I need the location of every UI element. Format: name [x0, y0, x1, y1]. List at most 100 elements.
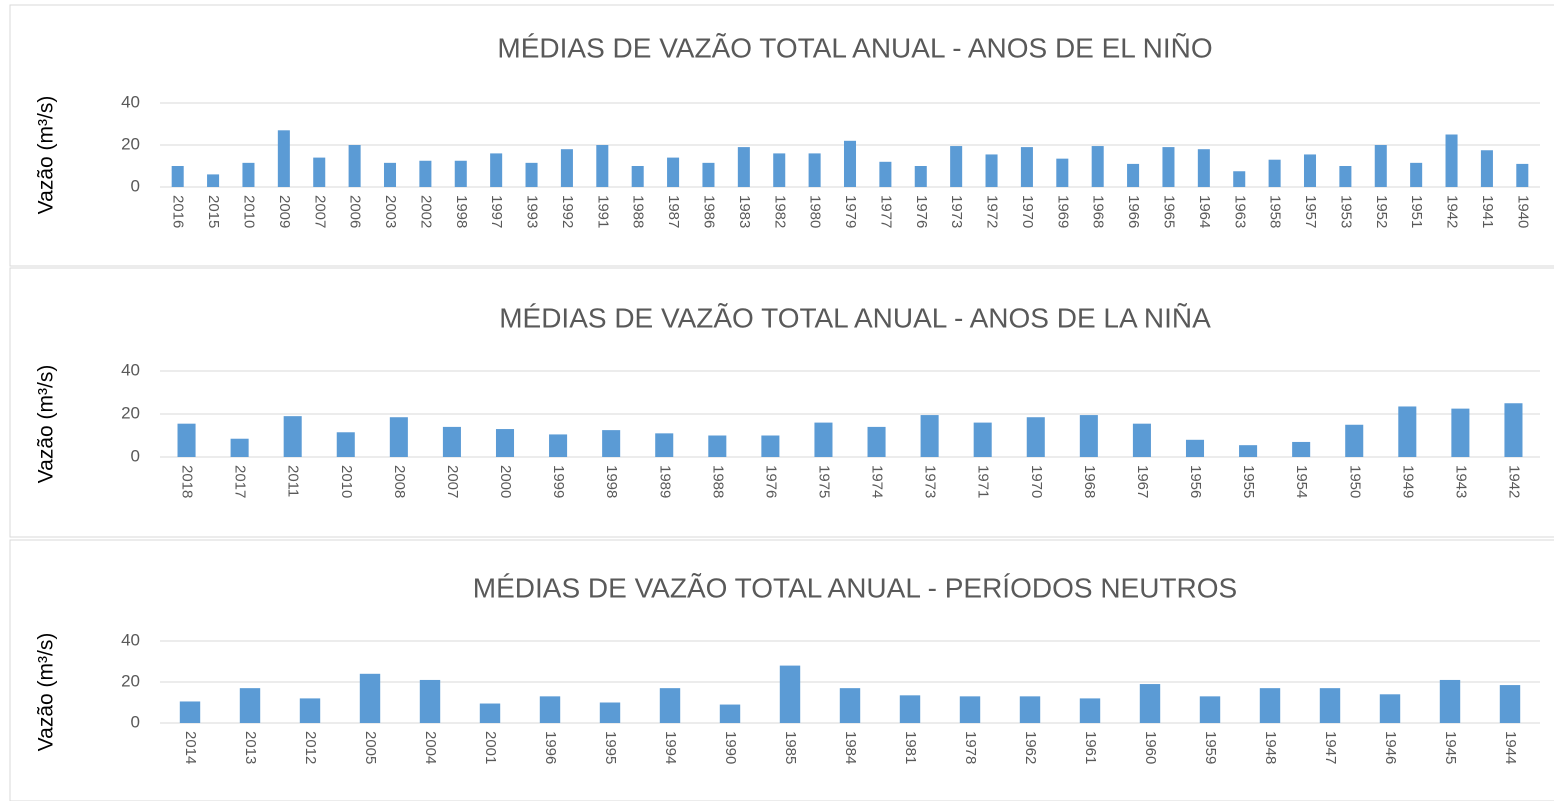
bar: [283, 416, 302, 457]
x-tick-label: 1987: [665, 195, 682, 228]
bar: [779, 665, 801, 723]
x-tick-label: 1986: [700, 195, 717, 228]
x-tick-label: 1940: [1514, 195, 1531, 228]
x-tick-label: 1971: [975, 465, 992, 498]
x-tick-label: 1984: [842, 731, 859, 764]
bar: [479, 703, 501, 723]
bar: [389, 417, 408, 457]
x-tick-label: 2011: [285, 465, 302, 497]
bar: [1139, 684, 1161, 723]
x-tick-label: 1963: [1231, 195, 1248, 228]
y-axis-label: Vazão (m³/s): [35, 365, 58, 484]
x-tick-label: 1968: [1090, 195, 1107, 228]
bar: [702, 162, 715, 187]
bar: [442, 426, 461, 457]
x-tick-label: 2005: [362, 731, 379, 764]
bar: [814, 422, 833, 457]
y-tick-label: 20: [121, 671, 140, 690]
x-tick-label: 2010: [338, 465, 355, 498]
x-tick-label: 1954: [1293, 465, 1310, 498]
bar: [230, 438, 249, 457]
x-tick-label: 2014: [182, 731, 199, 764]
x-tick-label: 2009: [276, 195, 293, 228]
x-tick-label: 1944: [1502, 731, 1519, 764]
chart-frame: [9, 4, 1554, 267]
x-tick-label: 1992: [559, 195, 576, 228]
bar: [761, 435, 780, 457]
bar: [950, 146, 963, 187]
bar: [539, 696, 561, 723]
bar: [207, 174, 220, 187]
x-tick-label: 1988: [709, 465, 726, 498]
x-tick-label: 1975: [815, 465, 832, 498]
x-tick-label: 1942: [1505, 465, 1522, 498]
y-tick-label: 0: [131, 712, 140, 731]
x-tick-label: 1972: [984, 195, 1001, 228]
bar: [299, 698, 321, 723]
x-tick-label: 1947: [1322, 731, 1339, 764]
bar: [737, 147, 750, 187]
bar: [843, 140, 857, 187]
x-tick-label: 2013: [242, 731, 259, 764]
x-tick-label: 1995: [602, 731, 619, 764]
x-tick-label: 1956: [1187, 465, 1204, 498]
x-tick-label: 1973: [948, 195, 965, 228]
x-tick-label: 2002: [417, 195, 434, 228]
x-tick-label: 1950: [1346, 465, 1363, 498]
bar: [1199, 696, 1221, 723]
x-tick-label: 2003: [382, 195, 399, 228]
y-axis-label: Vazão (m³/s): [35, 633, 58, 752]
x-tick-label: 1942: [1444, 195, 1461, 228]
bar: [1439, 679, 1461, 723]
bar: [419, 160, 432, 187]
bar: [596, 145, 609, 187]
y-tick-label: 40: [121, 92, 140, 111]
x-tick-label: 1990: [722, 731, 739, 764]
x-tick-label: 1981: [902, 731, 919, 764]
bar: [1132, 423, 1151, 457]
chart-title: MÉDIAS DE VAZÃO TOTAL ANUAL - ANOS DE LA…: [499, 302, 1211, 333]
bar: [920, 415, 939, 457]
x-tick-label: 1958: [1267, 195, 1284, 228]
bar: [1516, 163, 1529, 187]
bar: [667, 157, 680, 187]
chart-frame: [9, 267, 1554, 538]
y-tick-label: 0: [131, 446, 140, 465]
bar: [1303, 154, 1317, 187]
bar: [659, 688, 681, 723]
bar: [171, 166, 184, 187]
bar: [454, 160, 467, 187]
x-tick-label: 1946: [1382, 731, 1399, 764]
bar: [1020, 147, 1033, 187]
bar: [177, 423, 196, 457]
x-tick-label: 1965: [1160, 195, 1177, 228]
y-tick-label: 40: [121, 630, 140, 649]
x-tick-label: 1962: [1022, 731, 1039, 764]
x-tick-label: 1998: [603, 465, 620, 498]
x-tick-label: 1969: [1054, 195, 1071, 228]
x-tick-label: 2018: [179, 465, 196, 498]
bar: [1197, 149, 1210, 187]
x-tick-label: 1970: [1028, 465, 1045, 498]
x-tick-label: 1961: [1082, 731, 1099, 764]
bar: [549, 434, 568, 457]
x-tick-label: 1999: [550, 465, 567, 498]
x-tick-label: 2001: [482, 731, 499, 764]
x-tick-label: 1976: [913, 195, 930, 228]
bar: [1239, 445, 1258, 457]
x-tick-label: 1966: [1125, 195, 1142, 228]
x-tick-label: 1976: [762, 465, 779, 498]
bar: [239, 688, 261, 723]
bar: [1079, 415, 1098, 457]
bar: [808, 153, 821, 187]
bar: [1268, 159, 1281, 187]
bar: [708, 435, 727, 457]
bar: [1398, 406, 1417, 457]
bar: [1319, 688, 1341, 723]
x-tick-label: 1955: [1240, 465, 1257, 498]
x-tick-label: 1973: [922, 465, 939, 498]
bar: [1019, 696, 1041, 723]
x-tick-label: 1951: [1408, 195, 1425, 228]
bar: [1445, 134, 1458, 187]
bar: [1079, 698, 1101, 723]
